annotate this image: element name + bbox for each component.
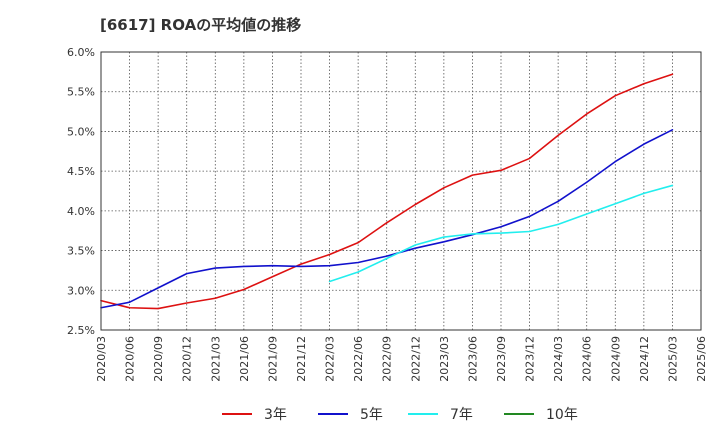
x-tick-label: 2024/09 (609, 336, 622, 382)
x-tick-label: 2020/12 (181, 336, 194, 382)
y-tick-label: 5.0% (67, 125, 95, 138)
x-tick-label: 2023/03 (438, 336, 451, 382)
series-line (100, 129, 674, 309)
x-tick-label: 2024/06 (581, 336, 594, 382)
x-tick-label: 2025/03 (666, 336, 679, 382)
x-tick-label: 2021/03 (209, 336, 222, 382)
series-lines (100, 73, 674, 310)
y-tick-label: 5.5% (67, 86, 95, 99)
x-tick-label: 2023/06 (466, 336, 479, 382)
y-tick-label: 6.0% (67, 46, 95, 59)
series-line (328, 184, 674, 283)
legend: 3年 5年 7年 10年 (222, 407, 578, 423)
chart-title: [6617] ROAの平均値の推移 (100, 16, 302, 34)
legend-label: 3年 (264, 407, 287, 423)
x-tick-label: 2023/09 (495, 336, 508, 382)
legend-label: 10年 (546, 407, 578, 423)
x-tick-label: 2022/09 (381, 336, 394, 382)
y-tick-label: 4.0% (67, 205, 95, 218)
x-tick-label: 2021/09 (266, 336, 279, 382)
legend-label: 7年 (450, 407, 473, 423)
x-tick-label: 2020/06 (124, 336, 137, 382)
plot-frame (100, 51, 702, 331)
y-tick-label: 2.5% (67, 324, 95, 337)
grid (100, 51, 702, 331)
y-axis-ticks: 6.0% 5.5% 5.0% 4.5% 4.0% 3.5% 3.0% 2.5% (67, 46, 95, 337)
x-tick-label: 2024/03 (552, 336, 565, 382)
x-tick-label: 2023/12 (524, 336, 537, 382)
x-tick-label: 2022/03 (324, 336, 337, 382)
x-tick-label: 2022/06 (352, 336, 365, 382)
y-tick-label: 3.5% (67, 245, 95, 258)
y-tick-label: 3.0% (67, 284, 95, 297)
series-line (100, 73, 674, 310)
x-tick-label: 2020/03 (95, 336, 108, 382)
x-tick-label: 2021/06 (238, 336, 251, 382)
x-tick-label: 2022/12 (409, 336, 422, 382)
x-axis-ticks: 2020/03 2020/06 2020/09 2020/12 2021/03 2021/… (95, 336, 708, 382)
x-tick-label: 2025/06 (695, 336, 708, 382)
x-tick-label: 2020/09 (152, 336, 165, 382)
legend-label: 5年 (360, 407, 383, 423)
x-tick-label: 2024/12 (638, 336, 651, 382)
y-tick-label: 4.5% (67, 165, 95, 178)
x-tick-label: 2021/12 (295, 336, 308, 382)
